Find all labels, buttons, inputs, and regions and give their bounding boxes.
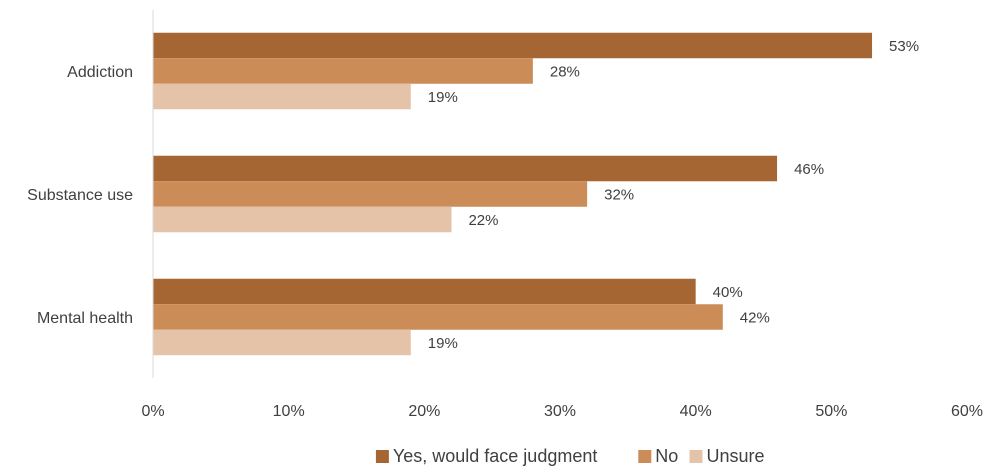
x-tick-label: 10% (273, 403, 305, 420)
legend-swatch (689, 450, 703, 463)
category-label: Substance use (27, 187, 133, 204)
x-tick-label: 60% (951, 403, 983, 420)
x-tick-labels-group: 0% 10% 20% 30% 40% 50% 60% (141, 403, 983, 420)
data-label: 22% (468, 212, 498, 229)
data-label: 40% (713, 284, 743, 301)
x-tick-label: 40% (680, 403, 712, 420)
bar-unsure (153, 329, 411, 356)
legend: Yes, would face judgment No Unsure (375, 446, 765, 466)
data-label: 19% (428, 335, 458, 352)
category-label: Mental health (37, 310, 133, 327)
legend-label: Unsure (707, 446, 765, 466)
bar-no (153, 181, 588, 207)
bar-unsure (153, 206, 452, 233)
data-label: 53% (889, 38, 919, 55)
legend-swatch (375, 450, 389, 463)
bars-group (153, 32, 873, 356)
bar-yes (153, 32, 873, 59)
legend-label: No (655, 446, 678, 466)
bar-yes (153, 278, 696, 305)
data-label: 28% (550, 64, 580, 81)
x-tick-label: 30% (544, 403, 576, 420)
data-label: 32% (604, 187, 634, 204)
x-tick-label: 0% (141, 403, 164, 420)
category-labels-group: Addiction Substance use Mental health (27, 64, 133, 327)
x-tick-label: 50% (815, 403, 847, 420)
data-label: 46% (794, 161, 824, 178)
x-tick-label: 20% (408, 403, 440, 420)
data-label: 42% (740, 310, 770, 327)
legend-label: Yes, would face judgment (393, 446, 597, 466)
bar-no (153, 304, 723, 330)
category-label: Addiction (67, 64, 133, 81)
bar-yes (153, 155, 778, 182)
bar-no (153, 58, 533, 84)
data-labels-group: 53% 28% 19% 46% 32% 22% 40% 42% 19% (428, 38, 919, 352)
legend-swatch (638, 450, 652, 463)
bar-unsure (153, 83, 411, 110)
data-label: 19% (428, 89, 458, 106)
